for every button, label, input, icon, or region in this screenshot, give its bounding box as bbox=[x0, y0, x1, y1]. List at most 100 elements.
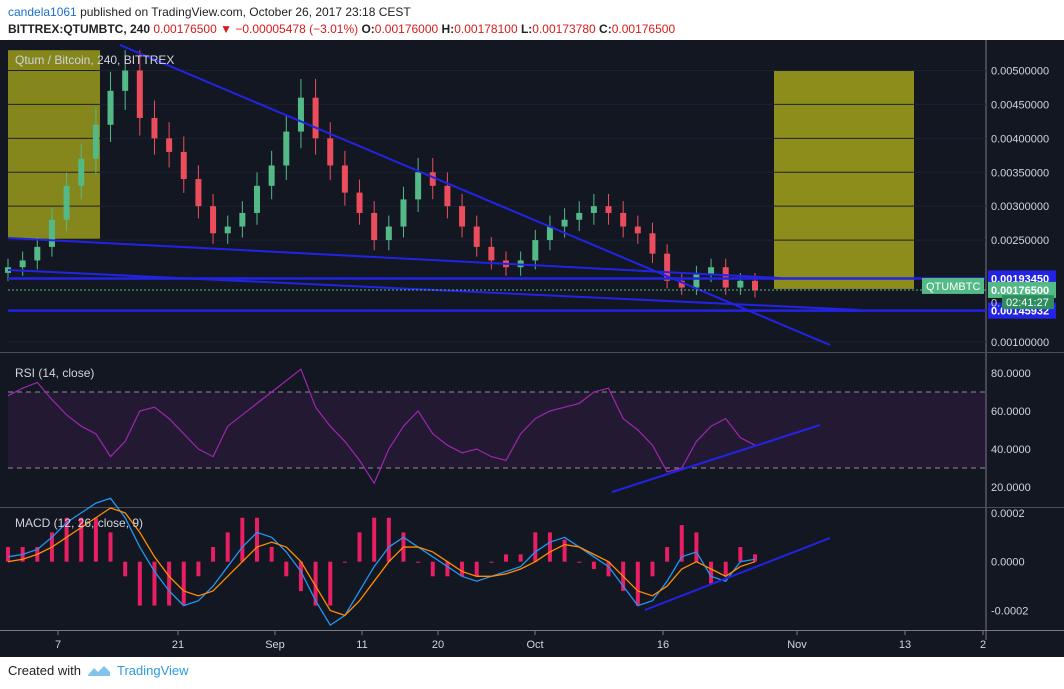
macd-histogram-bar bbox=[679, 525, 684, 562]
macd-histogram-bar bbox=[328, 561, 333, 606]
tradingview-brand[interactable]: TradingView bbox=[116, 663, 189, 678]
macd-histogram-bar bbox=[108, 532, 113, 562]
candle-body bbox=[327, 138, 334, 166]
high-value: 0.00178100 bbox=[454, 22, 518, 36]
macd-histogram-bar bbox=[709, 561, 714, 584]
low-value: 0.00173780 bbox=[532, 22, 596, 36]
macd-line bbox=[7, 497, 756, 627]
macd-histogram-bar bbox=[167, 561, 172, 606]
time-tick-label: Nov bbox=[787, 639, 807, 651]
candle-body bbox=[312, 97, 319, 139]
candle-body bbox=[385, 226, 392, 241]
signal-line bbox=[7, 507, 756, 617]
macd-histogram-bar bbox=[64, 517, 69, 562]
open-label: O: bbox=[361, 22, 375, 36]
candle-body bbox=[459, 206, 466, 227]
author-link[interactable]: candela1061 bbox=[8, 5, 77, 19]
candle-body bbox=[429, 172, 436, 186]
symbol-tag: QTUMBTC bbox=[926, 281, 980, 293]
candle-body bbox=[620, 212, 627, 227]
candle-body bbox=[239, 212, 246, 227]
macd-histogram-bar bbox=[6, 547, 10, 562]
macd-histogram-bar bbox=[357, 532, 362, 562]
price-tick-label: 0.00500000 bbox=[991, 66, 1049, 78]
candle-body bbox=[356, 192, 363, 213]
candle-body bbox=[532, 240, 539, 261]
macd-histogram-bar bbox=[694, 532, 699, 562]
macd-histogram-bar bbox=[79, 517, 84, 562]
last-price: 0.00176500 bbox=[153, 22, 217, 36]
candle-body bbox=[297, 97, 304, 132]
candle-body bbox=[546, 226, 553, 241]
low-label: L: bbox=[520, 22, 533, 36]
price-tick-label: 0.00100000 bbox=[991, 337, 1049, 349]
candle-body bbox=[488, 246, 495, 261]
macd-histogram-bar bbox=[225, 532, 230, 562]
rsi-tick-label: 80.0000 bbox=[991, 368, 1031, 380]
macd-histogram-bar bbox=[445, 561, 450, 577]
macd-histogram-bar bbox=[489, 561, 494, 563]
macd-histogram-bar bbox=[240, 517, 245, 562]
macd-histogram-bar bbox=[372, 517, 377, 562]
countdown-label: 02:41:27 bbox=[1006, 297, 1049, 309]
candle-body bbox=[78, 158, 85, 186]
macd-histogram-bar bbox=[665, 547, 670, 562]
macd-histogram-bar bbox=[650, 561, 655, 577]
macd-histogram-bar bbox=[460, 561, 465, 577]
candle-body bbox=[473, 226, 480, 247]
macd-histogram-bar bbox=[342, 561, 347, 563]
candle-body bbox=[590, 206, 597, 213]
time-tick-label: 7 bbox=[55, 639, 61, 651]
macd-trendline bbox=[644, 537, 831, 611]
price-tick-label: 0.00450000 bbox=[991, 99, 1049, 111]
macd-histogram-bar bbox=[547, 532, 552, 562]
publish-info: candela1061 published on TradingView.com… bbox=[8, 5, 411, 19]
macd-histogram-bar bbox=[123, 561, 128, 577]
candle-body bbox=[693, 274, 700, 288]
candle-body bbox=[737, 280, 744, 288]
time-tick-label: Oct bbox=[526, 639, 543, 651]
published-text: published on TradingView.com, October 26… bbox=[80, 5, 411, 19]
countdown-bg bbox=[1002, 295, 1054, 310]
macd-histogram-bar bbox=[313, 561, 318, 606]
candle-body bbox=[107, 90, 114, 125]
close-label: C: bbox=[599, 22, 612, 36]
high-label: H: bbox=[441, 22, 455, 36]
price-change: −0.00005478 (−3.01%) bbox=[235, 22, 359, 36]
time-tick-label: 13 bbox=[899, 639, 911, 651]
time-tick-label: 11 bbox=[356, 639, 367, 651]
tradingview-logo-icon bbox=[87, 665, 110, 676]
price-tick-label: 0.00350000 bbox=[991, 167, 1049, 179]
macd-histogram-bar bbox=[284, 561, 289, 577]
candle-body bbox=[283, 131, 290, 166]
macd-pane-title: MACD (12, 26, close, 9) bbox=[15, 516, 143, 530]
macd-histogram-bar bbox=[635, 561, 640, 606]
rsi-line bbox=[7, 368, 756, 485]
candle-body bbox=[195, 179, 202, 207]
macd-tick-label: -0.0002 bbox=[991, 605, 1028, 617]
price-label-last: 0.00176500 bbox=[991, 285, 1049, 297]
macd-histogram-bar bbox=[577, 561, 582, 563]
macd-histogram-bar bbox=[181, 561, 186, 606]
chart-canvas[interactable]: 0.00500000 0.00450000 0.00400000 0.00350000… bbox=[0, 40, 1064, 657]
macd-histogram-bar bbox=[606, 561, 611, 577]
macd-histogram-bar bbox=[269, 547, 274, 562]
candle-body bbox=[166, 138, 173, 152]
time-tick-label: 20 bbox=[432, 639, 444, 651]
price-label-last-bg bbox=[988, 281, 1056, 298]
candle-body bbox=[444, 185, 451, 207]
macd-histogram-bar bbox=[152, 561, 157, 606]
price-label-partial: 0. bbox=[991, 297, 1000, 309]
rsi-tick-label: 40.0000 bbox=[991, 444, 1031, 456]
close-value: 0.00176500 bbox=[611, 22, 676, 36]
quote-line: BITTREX:QTUMBTC, 240 0.00176500 ▼ −0.000… bbox=[8, 22, 675, 36]
candle-body bbox=[268, 165, 275, 186]
time-tick-label: 16 bbox=[657, 639, 669, 651]
candle-body bbox=[136, 70, 143, 118]
candle-body bbox=[634, 226, 641, 234]
macd-histogram-bar bbox=[738, 547, 743, 562]
macd-histogram-bar bbox=[386, 517, 391, 562]
candle-body bbox=[341, 165, 348, 193]
down-arrow-icon: ▼ bbox=[220, 22, 232, 36]
candle-body bbox=[371, 212, 378, 241]
